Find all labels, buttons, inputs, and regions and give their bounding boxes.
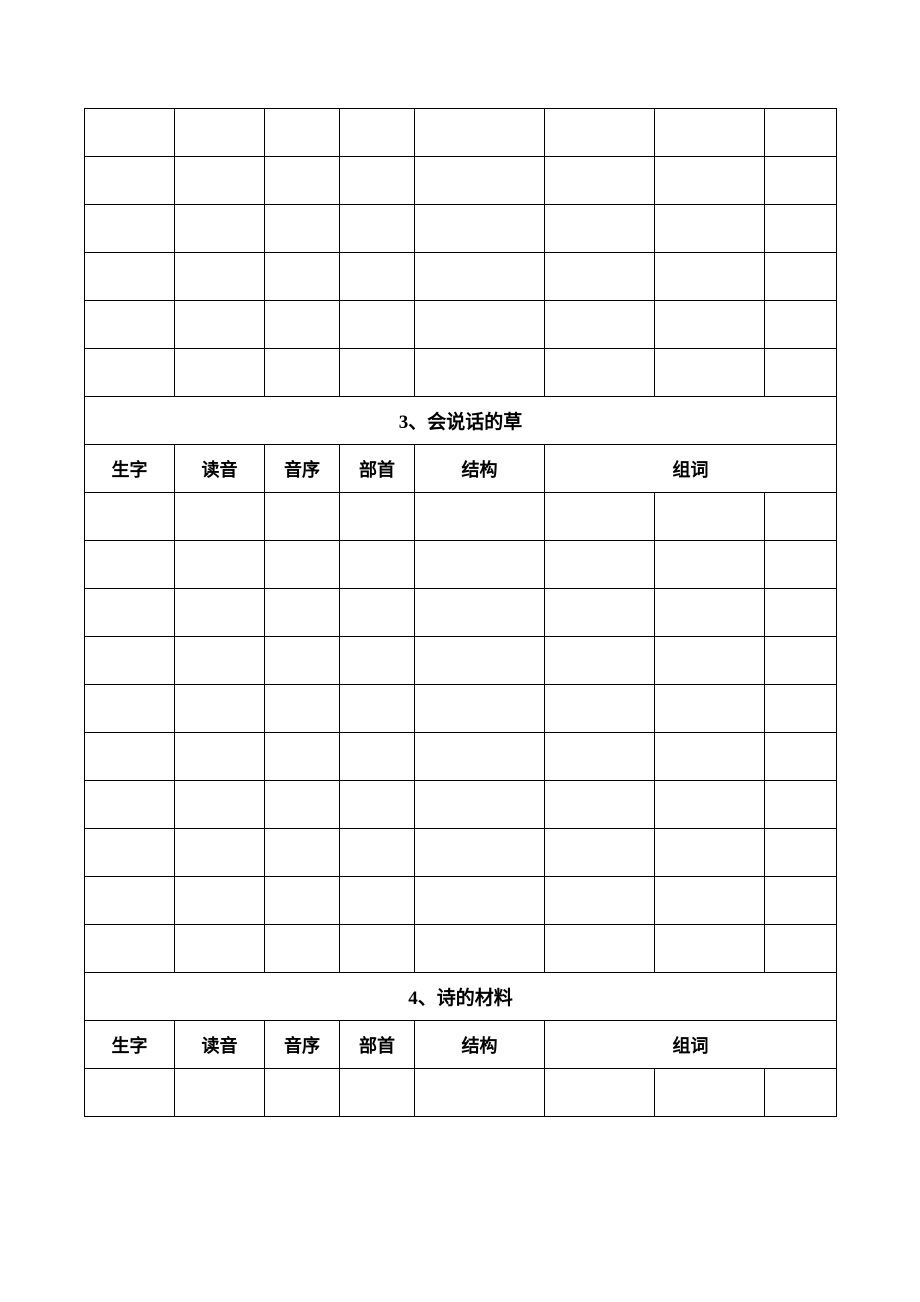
header-zuci: 组词 — [545, 445, 837, 493]
table-row — [85, 1069, 837, 1117]
table-row — [85, 541, 837, 589]
table-row — [85, 685, 837, 733]
table-row — [85, 157, 837, 205]
header-shengzi: 生字 — [85, 1021, 175, 1069]
header-duyin: 读音 — [175, 445, 265, 493]
section-3-title-row: 3、会说话的草 — [85, 397, 837, 445]
worksheet-table: 3、会说话的草 生字 读音 音序 部首 结构 组词 — [84, 108, 837, 1117]
table-row — [85, 829, 837, 877]
section-3-header-row: 生字 读音 音序 部首 结构 组词 — [85, 445, 837, 493]
table-row — [85, 589, 837, 637]
section-4-title: 4、诗的材料 — [85, 973, 837, 1021]
header-yinxu: 音序 — [265, 445, 340, 493]
header-bushou: 部首 — [340, 1021, 415, 1069]
table-row — [85, 493, 837, 541]
table-row — [85, 301, 837, 349]
table-row — [85, 349, 837, 397]
header-bushou: 部首 — [340, 445, 415, 493]
table-row — [85, 925, 837, 973]
header-jiegou: 结构 — [415, 1021, 545, 1069]
table-row — [85, 637, 837, 685]
table-row — [85, 733, 837, 781]
table-row — [85, 205, 837, 253]
table-row — [85, 877, 837, 925]
table-row — [85, 781, 837, 829]
header-yinxu: 音序 — [265, 1021, 340, 1069]
header-duyin: 读音 — [175, 1021, 265, 1069]
table-body: 3、会说话的草 生字 读音 音序 部首 结构 组词 — [85, 109, 837, 1117]
table-row — [85, 253, 837, 301]
worksheet-page: 3、会说话的草 生字 读音 音序 部首 结构 组词 — [84, 108, 836, 1117]
header-shengzi: 生字 — [85, 445, 175, 493]
header-zuci: 组词 — [545, 1021, 837, 1069]
header-jiegou: 结构 — [415, 445, 545, 493]
section-3-title: 3、会说话的草 — [85, 397, 837, 445]
section-4-title-row: 4、诗的材料 — [85, 973, 837, 1021]
table-row — [85, 109, 837, 157]
section-4-header-row: 生字 读音 音序 部首 结构 组词 — [85, 1021, 837, 1069]
